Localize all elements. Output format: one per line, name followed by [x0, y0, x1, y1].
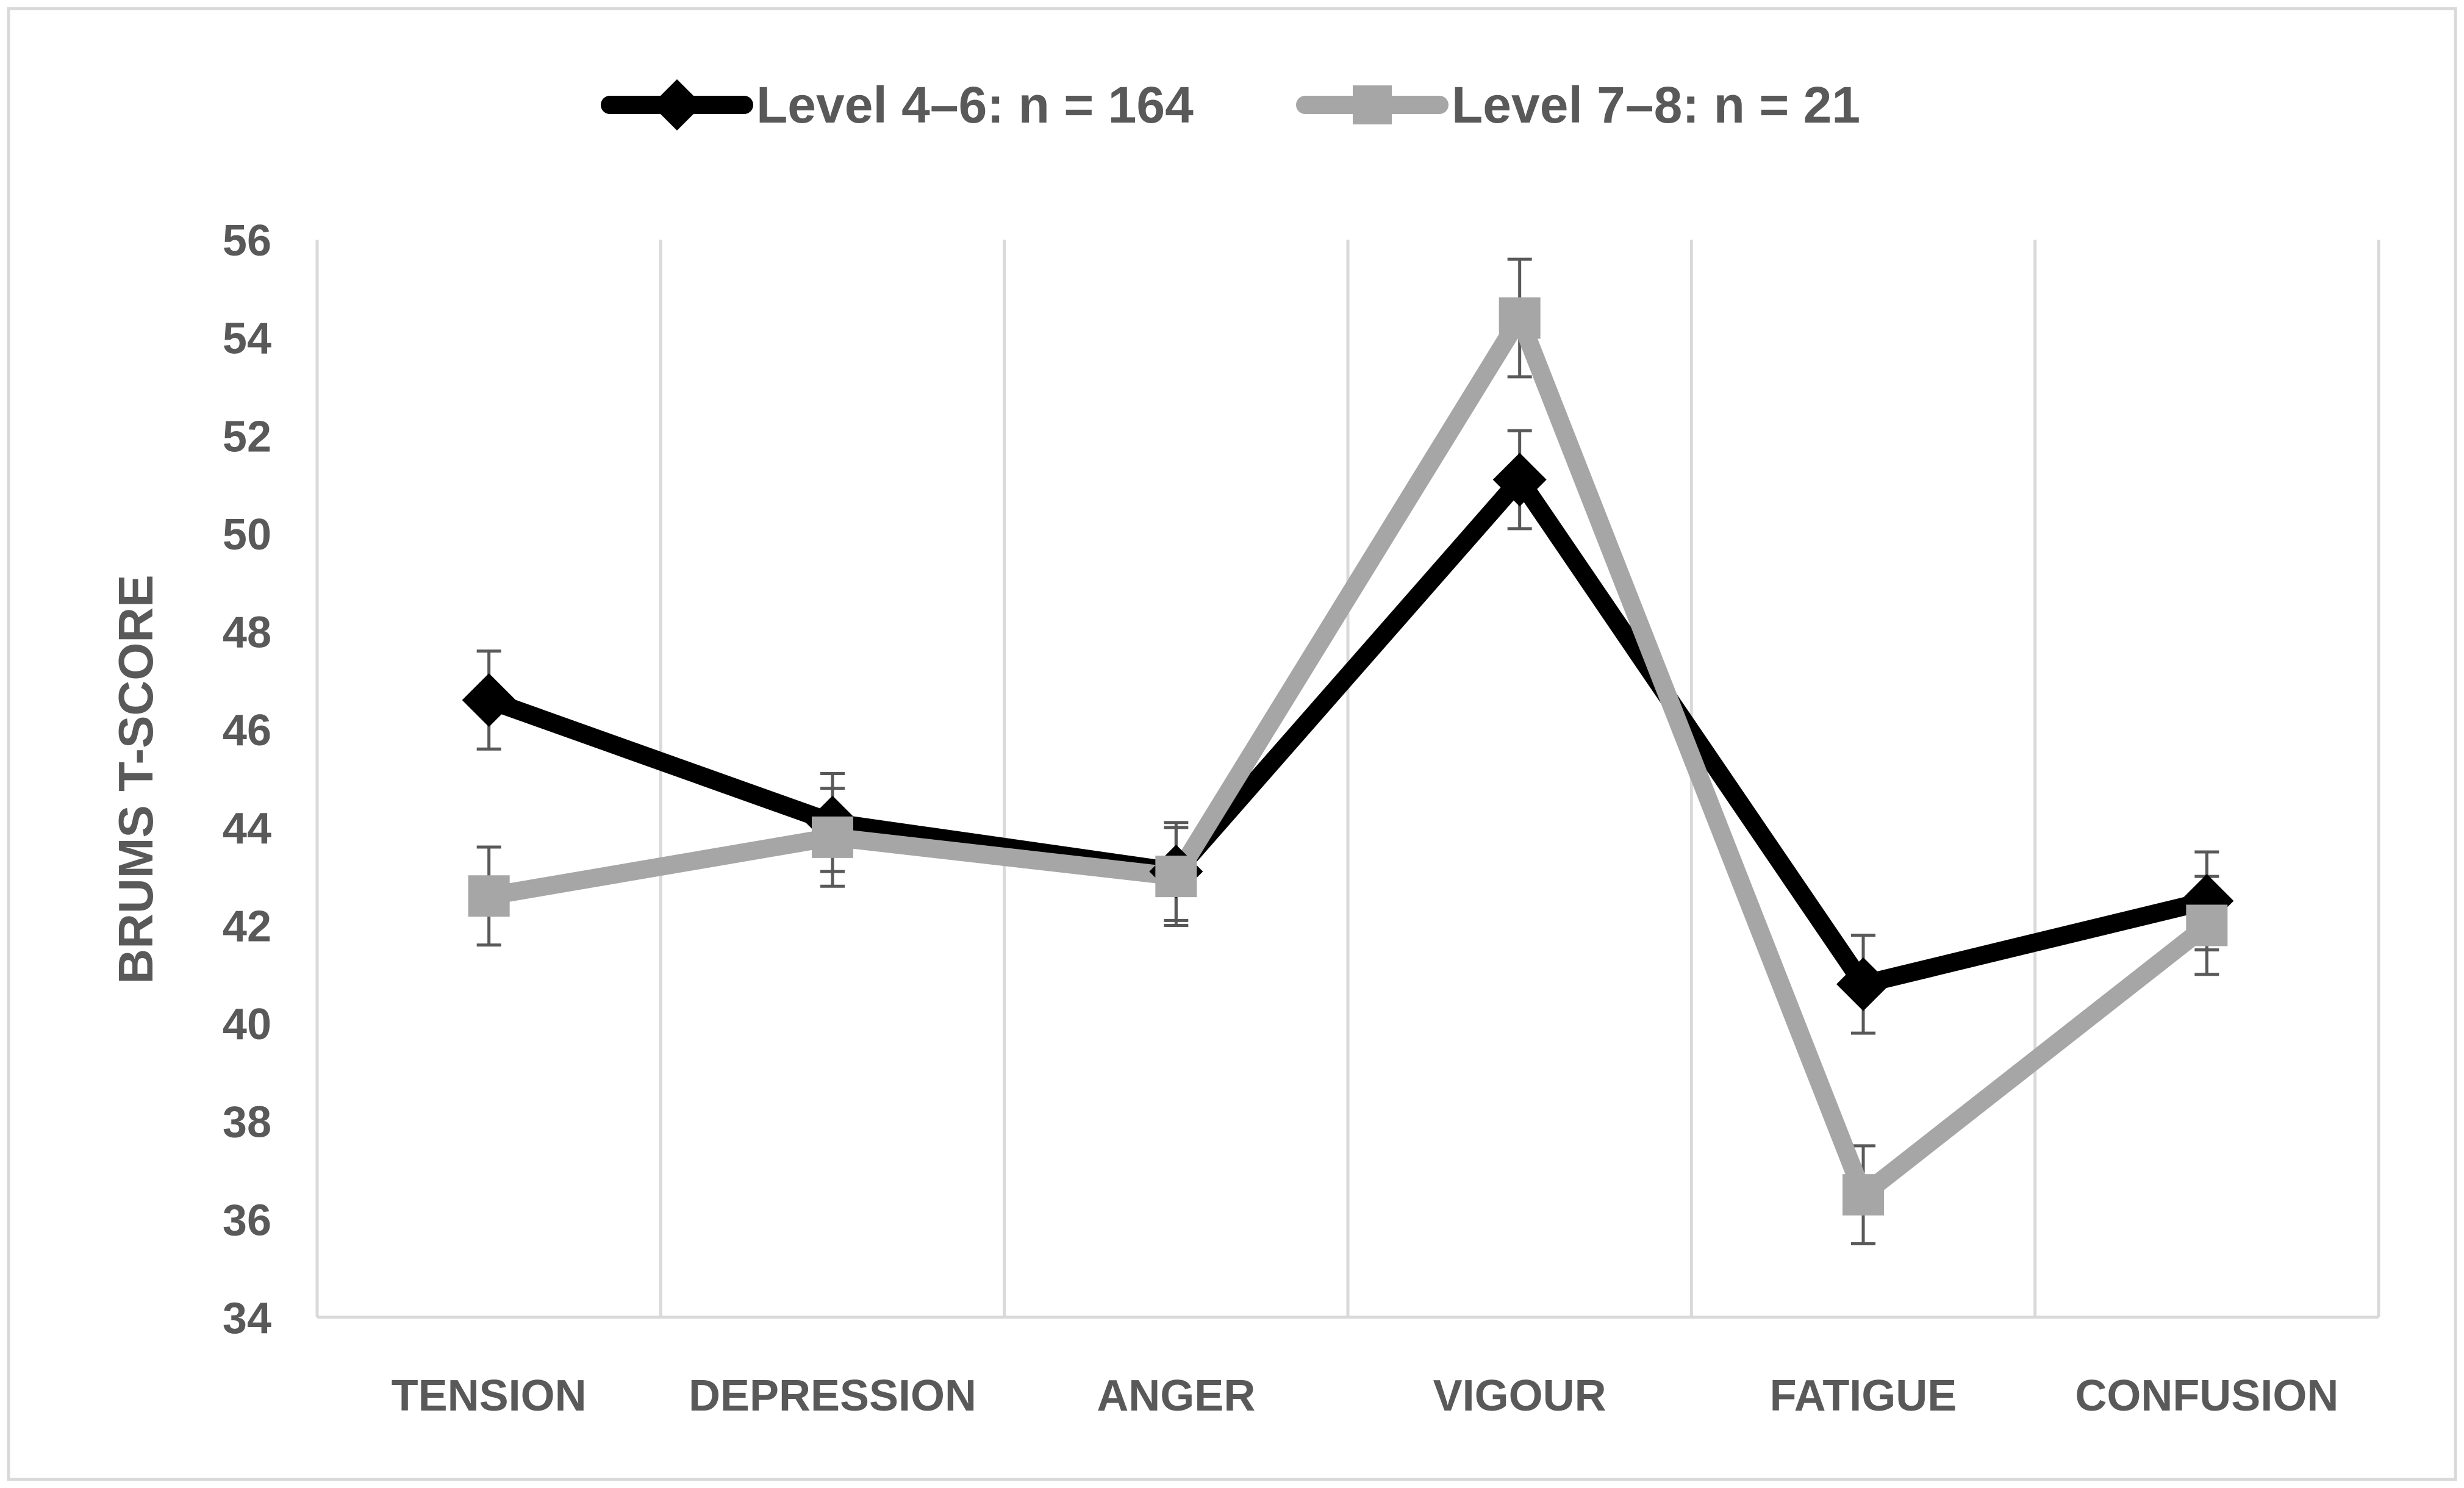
x-tick-label: TENSION: [392, 1372, 587, 1420]
data-point-square: [2186, 904, 2228, 946]
legend-swatch-diamond: [651, 79, 703, 131]
data-point-square: [468, 875, 510, 917]
y-tick-label: 48: [223, 609, 271, 657]
y-tick-label: 42: [223, 902, 271, 951]
series-line-level-7-8: [479, 309, 2216, 1204]
y-tick-label: 36: [223, 1196, 271, 1245]
data-point-diamond: [1836, 957, 1890, 1011]
series-lines: [479, 309, 2216, 1204]
x-tick-label: VIGOUR: [1433, 1372, 1606, 1420]
legend-label: Level 4–6: n = 164: [756, 76, 1194, 134]
series-line-level-4-6: [479, 470, 2216, 993]
legend-swatch-square: [1353, 85, 1392, 124]
y-tick-label: 40: [223, 1000, 271, 1049]
x-tick-label: FATIGUE: [1770, 1372, 1957, 1420]
legend-item-level-4-6: Level 4–6: n = 164: [601, 76, 1194, 134]
data-point-square: [812, 816, 853, 858]
y-tick-label: 52: [223, 412, 271, 461]
y-axis-title: BRUMS T-SCORE: [109, 574, 163, 984]
legend: Level 4–6: n = 164 Level 7–8: n = 21: [601, 76, 1860, 134]
data-point-square: [1843, 1174, 1884, 1216]
x-tick-label: CONFUSION: [2075, 1372, 2338, 1420]
x-tick-label: ANGER: [1097, 1372, 1255, 1420]
figure-border: [7, 7, 2457, 1481]
y-tick-label: 34: [223, 1294, 271, 1343]
x-tick-label: DEPRESSION: [689, 1372, 976, 1420]
data-point-square: [1499, 297, 1541, 339]
series-markers: [462, 297, 2234, 1216]
legend-item-level-7-8: Level 7–8: n = 21: [1296, 76, 1860, 134]
y-tick-label: 50: [223, 510, 271, 559]
axes: 34 36 38 40 42 44 46 48 50 52 54 56 TENSION DEPRESSIO…: [223, 216, 2379, 1420]
y-tick-label: 38: [223, 1098, 271, 1147]
y-tick-label: 56: [223, 216, 271, 265]
y-tick-label: 44: [223, 804, 271, 853]
y-tick-label: 46: [223, 706, 271, 755]
legend-label: Level 7–8: n = 21: [1452, 76, 1860, 134]
y-tick-label: 54: [223, 315, 271, 363]
data-point-square: [1155, 856, 1197, 898]
data-point-diamond: [462, 673, 516, 727]
data-point-diamond: [1492, 452, 1547, 507]
